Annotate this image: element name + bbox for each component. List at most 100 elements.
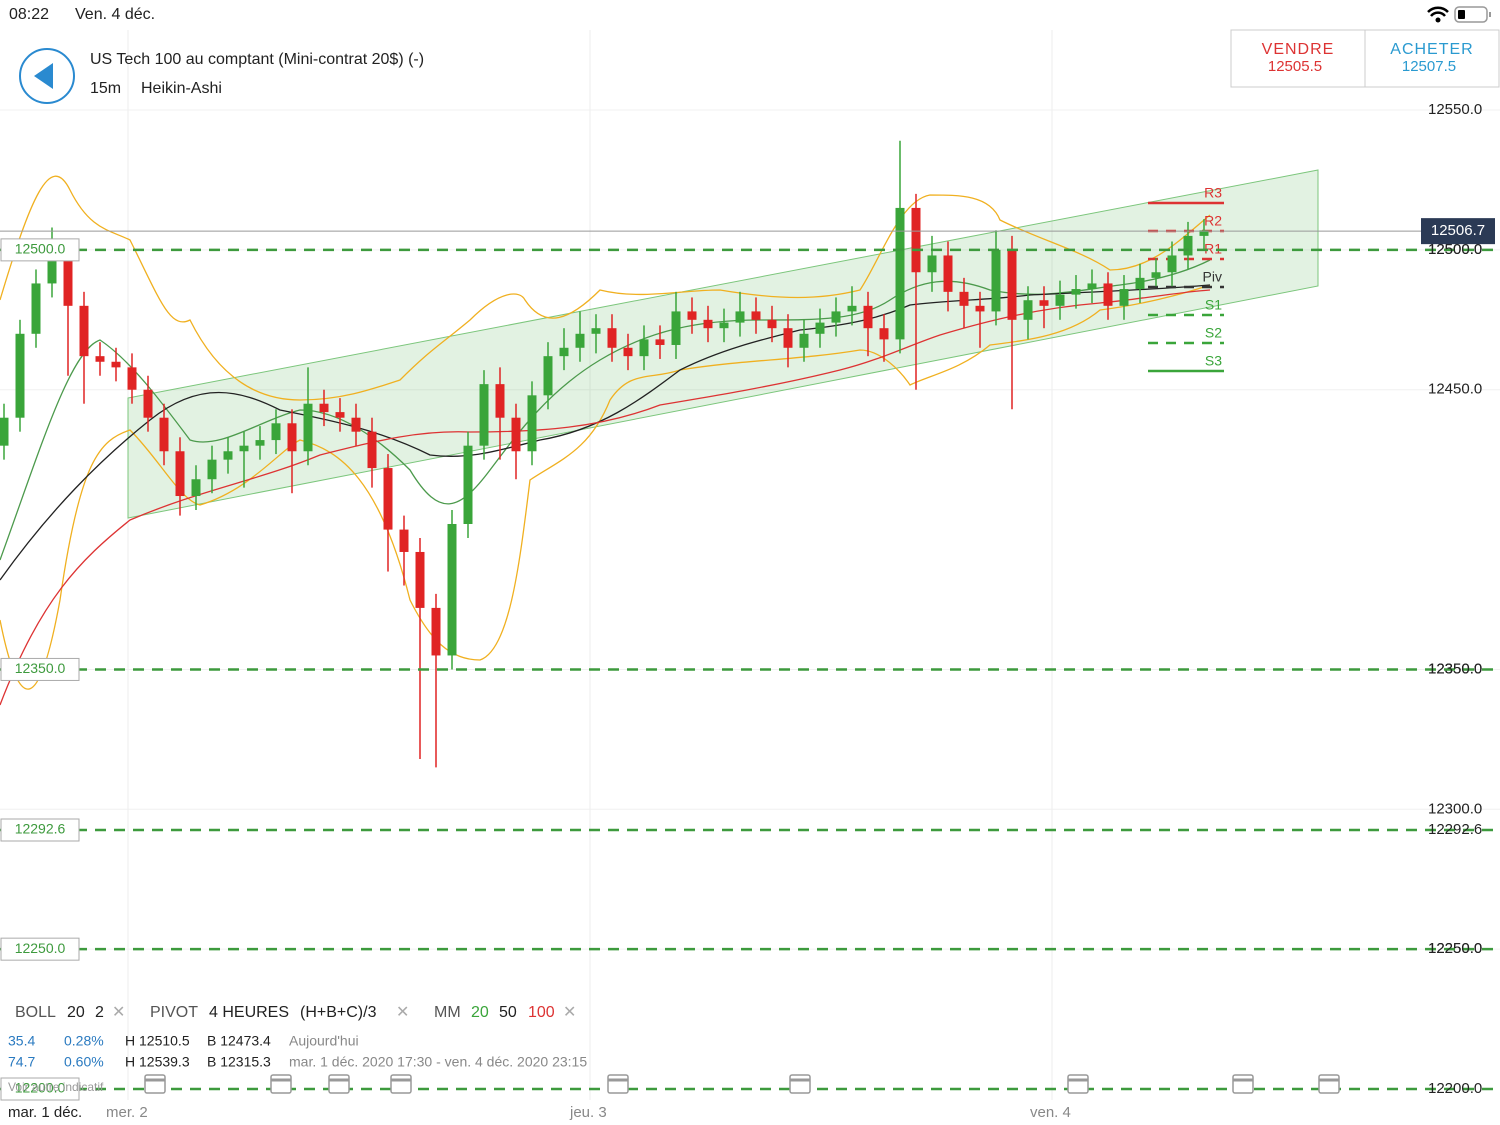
- candle-body: [511, 417, 521, 452]
- candle-body: [47, 258, 57, 284]
- candle-body: [335, 412, 345, 418]
- candles: [0, 140, 1209, 768]
- calendar-icon[interactable]: [270, 1074, 292, 1094]
- day-grid: [127, 30, 1053, 1100]
- sell-price[interactable]: 12505.5: [1268, 58, 1322, 75]
- candle-body: [655, 339, 665, 345]
- indicator[interactable]: MM: [434, 1004, 461, 1021]
- buy-price[interactable]: 12507.5: [1402, 58, 1456, 75]
- candle-body: [943, 255, 953, 292]
- status-icons: [1427, 6, 1491, 23]
- sell-label[interactable]: VENDRE: [1262, 41, 1335, 58]
- stat: 0.28%: [64, 1033, 104, 1049]
- indicator-param: (H+B+C)/3: [300, 1004, 377, 1021]
- calendar-icon[interactable]: [1318, 1074, 1340, 1094]
- level-box: [0, 818, 80, 842]
- candle-body: [1039, 300, 1049, 306]
- candle-body: [223, 451, 233, 460]
- pivot-label: R3: [1204, 185, 1222, 201]
- candle-body: [191, 479, 201, 497]
- candle-body: [175, 451, 185, 497]
- calendar-icon[interactable]: [607, 1074, 629, 1094]
- stat: H 12539.3: [125, 1054, 190, 1070]
- candle-body: [591, 328, 601, 334]
- candle-body: [975, 305, 985, 312]
- candle-body: [527, 395, 537, 452]
- stat: mar. 1 déc. 2020 17:30 - ven. 4 déc. 202…: [289, 1054, 587, 1070]
- pivot-label: S2: [1205, 325, 1222, 341]
- level-axis-label: 12292.6: [1428, 821, 1482, 838]
- candle-body: [863, 305, 873, 329]
- candle-body: [1103, 283, 1113, 306]
- candle-body: [79, 305, 89, 357]
- candle-body: [847, 305, 857, 312]
- level-axis-label: 12200.0: [1428, 1080, 1482, 1097]
- candle-body: [735, 311, 745, 323]
- level-box: [0, 1077, 80, 1101]
- calendar-icon[interactable]: [1067, 1074, 1089, 1094]
- candle-body: [383, 468, 393, 530]
- candle-body: [127, 367, 137, 390]
- pivot-label: Piv: [1203, 269, 1222, 285]
- indicator[interactable]: PIVOT: [150, 1004, 198, 1021]
- candle-body: [815, 322, 825, 334]
- back-button[interactable]: [19, 48, 75, 104]
- candle-body: [559, 347, 569, 357]
- candle-body: [959, 291, 969, 306]
- other-symbol[interactable]: Voir autre indicatif: [8, 1080, 104, 1094]
- candle-body: [239, 445, 249, 452]
- candle-body: [895, 207, 905, 340]
- candle-body: [1087, 283, 1097, 290]
- indicator-param: 20: [471, 1004, 489, 1021]
- candle-body: [879, 328, 889, 340]
- trend-channel: [127, 169, 1319, 519]
- sell-button[interactable]: VENDRE 12505.5: [1230, 29, 1366, 88]
- buy-button[interactable]: ACHETER 12507.5: [1364, 29, 1500, 88]
- candle-body: [543, 356, 553, 396]
- calendar-icon[interactable]: [1232, 1074, 1254, 1094]
- remove-icon[interactable]: ✕: [563, 1004, 576, 1021]
- stat: H 12510.5: [125, 1033, 190, 1049]
- calendar-icon[interactable]: [390, 1074, 412, 1094]
- indicator-param: 100: [528, 1004, 555, 1021]
- calendar-icon[interactable]: [328, 1074, 350, 1094]
- candle-body: [831, 311, 841, 323]
- candle-body: [991, 249, 1001, 312]
- candle-body: [207, 459, 217, 480]
- pivot-label: R1: [1204, 241, 1222, 257]
- candle-body: [783, 328, 793, 348]
- x-tick-label: ven. 4: [1030, 1104, 1071, 1121]
- interval[interactable]: 15m: [90, 80, 121, 97]
- candle-body: [31, 283, 41, 334]
- stat: B 12315.3: [207, 1054, 271, 1070]
- candle-body: [351, 417, 361, 432]
- instrument-title: US Tech 100 au comptant (Mini-contrat 20…: [90, 51, 424, 68]
- candle-body: [1183, 235, 1193, 256]
- status-time: 08:22: [9, 6, 49, 23]
- candle-body: [927, 255, 937, 273]
- chart-style[interactable]: Heikin-Ashi: [141, 80, 222, 97]
- pivot-label: R2: [1204, 213, 1222, 229]
- level-label: 12292.6: [15, 821, 66, 837]
- candle-body: [431, 607, 441, 656]
- candle-body: [287, 423, 297, 452]
- candle-body: [367, 431, 377, 469]
- candle-body: [0, 417, 9, 446]
- stat: 74.7: [8, 1054, 35, 1070]
- indicator[interactable]: BOLL: [15, 1004, 56, 1021]
- calendar-icon[interactable]: [144, 1074, 166, 1094]
- bollinger-upper: [0, 175, 1211, 401]
- candle-body: [399, 529, 409, 552]
- stat: B 12473.4: [207, 1033, 271, 1049]
- status-date: Ven. 4 déc.: [75, 6, 155, 23]
- buy-label[interactable]: ACHETER: [1390, 41, 1473, 58]
- current-price-badge: [1421, 218, 1495, 245]
- pivot-label: S3: [1205, 353, 1222, 369]
- candle-body: [303, 403, 313, 452]
- calendar-icon[interactable]: [789, 1074, 811, 1094]
- y-tick-label: 12500.0: [1428, 241, 1482, 258]
- candle-body: [911, 207, 921, 273]
- remove-icon[interactable]: ✕: [112, 1004, 125, 1021]
- x-tick-label: mar. 1 déc.: [8, 1104, 82, 1121]
- remove-icon[interactable]: ✕: [396, 1004, 409, 1021]
